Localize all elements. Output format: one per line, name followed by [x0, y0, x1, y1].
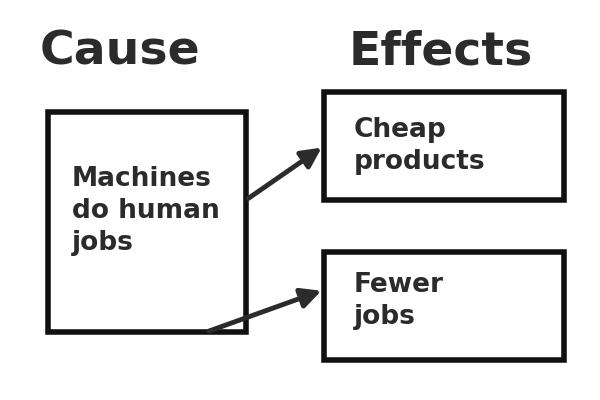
Bar [324, 92, 564, 200]
Text: Effects: Effects [349, 30, 533, 74]
Bar [48, 112, 246, 332]
Text: Cheap
products: Cheap products [354, 117, 485, 175]
Text: Cause: Cause [40, 30, 200, 74]
Text: Machines
do human
jobs: Machines do human jobs [72, 166, 220, 256]
Bar [324, 252, 564, 360]
Text: Fewer
jobs: Fewer jobs [354, 272, 444, 330]
